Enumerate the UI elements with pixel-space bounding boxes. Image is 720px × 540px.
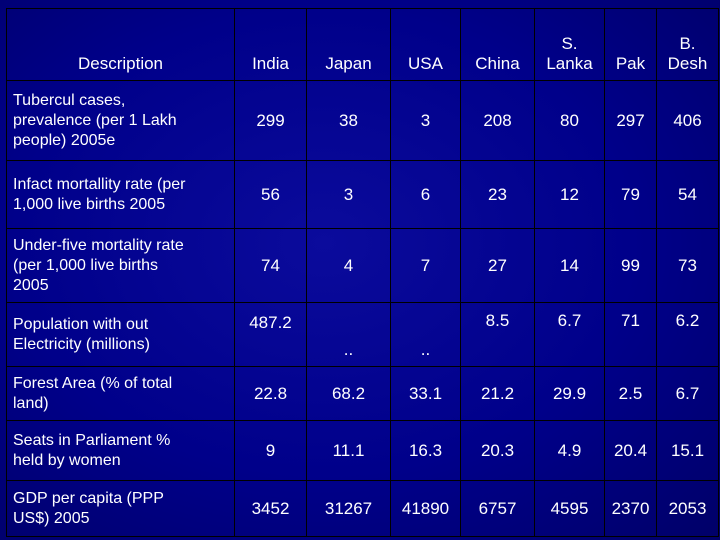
row-label: Seats in Parliament % held by women bbox=[6, 420, 235, 481]
column-header-pakistan: Pak bbox=[604, 8, 657, 81]
cell-china: 8.5 bbox=[460, 302, 535, 367]
cell-usa: 16.3 bbox=[390, 420, 461, 481]
cell-japan: 38 bbox=[306, 80, 391, 161]
cell-bangladesh: 54 bbox=[656, 160, 719, 229]
cell-india: 22.8 bbox=[234, 366, 307, 421]
label-line: Seats in Parliament % bbox=[13, 431, 171, 449]
table-row: Forest Area (% of total land) 22.8 68.2 … bbox=[6, 366, 719, 421]
cell-japan: 3 bbox=[306, 160, 391, 229]
header-row: Description India Japan USA China S. Lan… bbox=[6, 8, 719, 81]
cell-pakistan: 79 bbox=[604, 160, 657, 229]
label-line: people) 2005e bbox=[13, 131, 116, 149]
cell-usa: 41890 bbox=[390, 480, 461, 537]
header-line: B. bbox=[679, 34, 696, 53]
cell-japan: .. bbox=[306, 302, 391, 367]
header-line: Lanka bbox=[546, 54, 593, 73]
cell-india: 74 bbox=[234, 228, 307, 303]
column-header-china: China bbox=[460, 8, 535, 81]
label-line: Forest Area (% of total bbox=[13, 374, 173, 392]
cell-china: 6757 bbox=[460, 480, 535, 537]
cell-sri-lanka: 12 bbox=[534, 160, 605, 229]
table-row: Population with out Electricity (million… bbox=[6, 302, 719, 367]
label-line: (per 1,000 live births bbox=[13, 256, 158, 274]
cell-china: 23 bbox=[460, 160, 535, 229]
cell-sri-lanka: 4595 bbox=[534, 480, 605, 537]
label-line: Electricity (millions) bbox=[13, 335, 150, 353]
column-header-japan: Japan bbox=[306, 8, 391, 81]
column-header-sri-lanka: S. Lanka bbox=[534, 8, 605, 81]
label-line: held by women bbox=[13, 451, 121, 469]
cell-pakistan: 99 bbox=[604, 228, 657, 303]
cell-bangladesh: 6.2 bbox=[656, 302, 719, 367]
table-row: Under-five mortality rate (per 1,000 liv… bbox=[6, 228, 719, 303]
label-line: 1,000 live births 2005 bbox=[13, 195, 166, 213]
cell-pakistan: 71 bbox=[604, 302, 657, 367]
label-line: prevalence (per 1 Lakh bbox=[13, 111, 177, 129]
cell-china: 20.3 bbox=[460, 420, 535, 481]
column-header-usa: USA bbox=[390, 8, 461, 81]
table-row: Infact mortallity rate (per 1,000 live b… bbox=[6, 160, 719, 229]
cell-china: 21.2 bbox=[460, 366, 535, 421]
cell-bangladesh: 73 bbox=[656, 228, 719, 303]
table-row: GDP per capita (PPP US$) 2005 3452 31267… bbox=[6, 480, 719, 537]
column-header-india: India bbox=[234, 8, 307, 81]
label-line: GDP per capita (PPP bbox=[13, 489, 164, 507]
cell-usa: 3 bbox=[390, 80, 461, 161]
row-label: Population with out Electricity (million… bbox=[6, 302, 235, 367]
column-header-bangladesh: B. Desh bbox=[656, 8, 719, 81]
table-row: Tubercul cases, prevalence (per 1 Lakh p… bbox=[6, 80, 719, 161]
cell-pakistan: 297 bbox=[604, 80, 657, 161]
cell-india: 3452 bbox=[234, 480, 307, 537]
cell-japan: 4 bbox=[306, 228, 391, 303]
label-line: US$) 2005 bbox=[13, 509, 90, 527]
cell-pakistan: 2370 bbox=[604, 480, 657, 537]
label-line: Infact mortallity rate (per bbox=[13, 175, 186, 193]
cell-sri-lanka: 14 bbox=[534, 228, 605, 303]
cell-bangladesh: 2053 bbox=[656, 480, 719, 537]
cell-sri-lanka: 6.7 bbox=[534, 302, 605, 367]
cell-india: 9 bbox=[234, 420, 307, 481]
cell-sri-lanka: 4.9 bbox=[534, 420, 605, 481]
cell-usa: .. bbox=[390, 302, 461, 367]
cell-usa: 7 bbox=[390, 228, 461, 303]
header-line: Desh bbox=[667, 54, 708, 73]
cell-china: 208 bbox=[460, 80, 535, 161]
label-line: Under-five mortality rate bbox=[13, 236, 184, 254]
cell-sri-lanka: 80 bbox=[534, 80, 605, 161]
cell-usa: 33.1 bbox=[390, 366, 461, 421]
cell-bangladesh: 6.7 bbox=[656, 366, 719, 421]
cell-pakistan: 20.4 bbox=[604, 420, 657, 481]
label-line: Tubercul cases, bbox=[13, 91, 126, 109]
row-label: Infact mortallity rate (per 1,000 live b… bbox=[6, 160, 235, 229]
cell-bangladesh: 406 bbox=[656, 80, 719, 161]
header-line: S. bbox=[561, 34, 578, 53]
cell-japan: 31267 bbox=[306, 480, 391, 537]
cell-china: 27 bbox=[460, 228, 535, 303]
row-label: Under-five mortality rate (per 1,000 liv… bbox=[6, 228, 235, 303]
cell-india: 299 bbox=[234, 80, 307, 161]
cell-sri-lanka: 29.9 bbox=[534, 366, 605, 421]
cell-india: 487.2 bbox=[234, 302, 307, 367]
comparison-table: Description India Japan USA China S. Lan… bbox=[6, 8, 719, 537]
column-header-description: Description bbox=[6, 8, 235, 81]
cell-japan: 68.2 bbox=[306, 366, 391, 421]
label-line: land) bbox=[13, 394, 49, 412]
cell-usa: 6 bbox=[390, 160, 461, 229]
cell-pakistan: 2.5 bbox=[604, 366, 657, 421]
cell-india: 56 bbox=[234, 160, 307, 229]
row-label: Tubercul cases, prevalence (per 1 Lakh p… bbox=[6, 80, 235, 161]
table-row: Seats in Parliament % held by women 9 11… bbox=[6, 420, 719, 481]
label-line: Population with out bbox=[13, 315, 149, 333]
row-label: GDP per capita (PPP US$) 2005 bbox=[6, 480, 235, 537]
row-label: Forest Area (% of total land) bbox=[6, 366, 235, 421]
label-line: 2005 bbox=[13, 276, 49, 294]
cell-japan: 11.1 bbox=[306, 420, 391, 481]
cell-bangladesh: 15.1 bbox=[656, 420, 719, 481]
